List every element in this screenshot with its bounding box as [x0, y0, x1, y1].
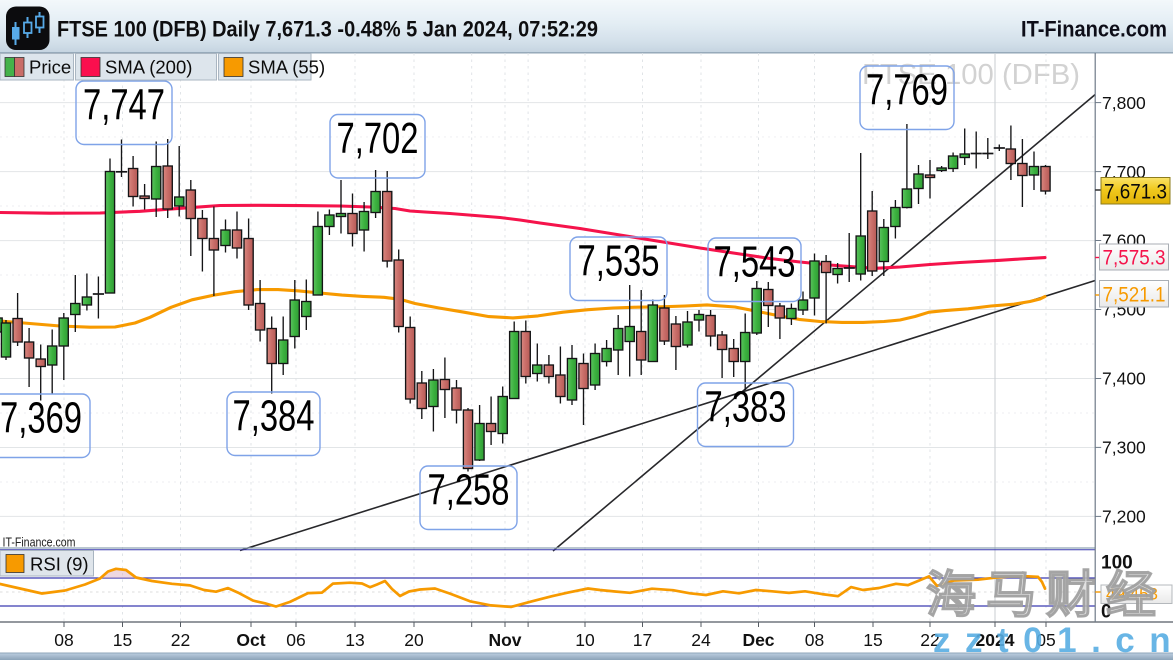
- svg-text:22: 22: [171, 630, 190, 650]
- svg-text:22: 22: [920, 630, 939, 650]
- svg-text:SMA (55): SMA (55): [248, 57, 325, 78]
- svg-text:IT-Finance.com: IT-Finance.com: [3, 536, 76, 550]
- svg-text:7,369: 7,369: [0, 394, 82, 443]
- svg-text:7,383: 7,383: [705, 383, 787, 432]
- svg-text:FTSE 100 (DFB): FTSE 100 (DFB): [862, 59, 1080, 91]
- svg-text:7,575.3: 7,575.3: [1103, 246, 1166, 270]
- svg-text:7,200: 7,200: [1102, 507, 1146, 527]
- svg-text:7,769: 7,769: [866, 66, 948, 115]
- svg-text:10: 10: [575, 630, 595, 650]
- svg-text:7,300: 7,300: [1102, 438, 1146, 458]
- svg-text:7,400: 7,400: [1102, 369, 1146, 389]
- svg-text:7,384: 7,384: [233, 392, 315, 441]
- svg-text:49.453: 49.453: [1106, 585, 1158, 604]
- svg-text:RSI (9): RSI (9): [30, 554, 89, 575]
- svg-text:FTSE 100 (DFB) Daily 7,671.3 -: FTSE 100 (DFB) Daily 7,671.3 -0.48% 5 Ja…: [57, 17, 598, 42]
- svg-text:24: 24: [691, 630, 711, 650]
- svg-text:06: 06: [286, 630, 305, 650]
- svg-text:15: 15: [863, 630, 882, 650]
- svg-text:2024: 2024: [976, 630, 1015, 650]
- svg-text:15: 15: [113, 630, 132, 650]
- svg-text:zzt01.cn: zzt01.cn: [933, 621, 1173, 660]
- svg-text:17: 17: [633, 630, 652, 650]
- svg-text:7,521.1: 7,521.1: [1103, 283, 1166, 307]
- svg-text:Price: Price: [29, 57, 71, 78]
- svg-text:7,800: 7,800: [1102, 93, 1146, 113]
- svg-text:7,700: 7,700: [1102, 162, 1146, 182]
- svg-text:Oct: Oct: [236, 630, 265, 650]
- svg-text:海马财经: 海马财经: [926, 567, 1166, 623]
- svg-text:05: 05: [1036, 630, 1055, 650]
- svg-text:7,258: 7,258: [428, 466, 510, 515]
- svg-text:13: 13: [345, 630, 364, 650]
- svg-text:100: 100: [1101, 553, 1133, 574]
- svg-text:7,702: 7,702: [337, 114, 419, 163]
- svg-text:0: 0: [1101, 602, 1112, 623]
- svg-text:Dec: Dec: [742, 630, 774, 650]
- svg-text:IT-Finance.com: IT-Finance.com: [1021, 17, 1167, 42]
- svg-text:7,747: 7,747: [83, 81, 165, 130]
- svg-text:SMA (200): SMA (200): [105, 57, 192, 78]
- svg-text:7,671.3: 7,671.3: [1104, 179, 1167, 203]
- svg-text:7,543: 7,543: [714, 238, 796, 287]
- svg-text:Nov: Nov: [488, 630, 521, 650]
- svg-text:20: 20: [404, 630, 424, 650]
- svg-text:7,535: 7,535: [578, 237, 660, 286]
- svg-text:08: 08: [54, 630, 73, 650]
- svg-text:08: 08: [805, 630, 824, 650]
